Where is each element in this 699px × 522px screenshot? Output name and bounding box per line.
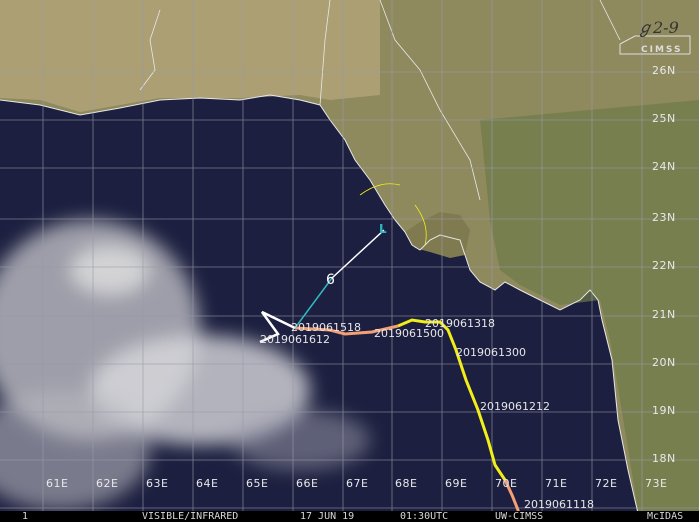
latitude-label: 25N bbox=[652, 112, 676, 125]
cloud-mass bbox=[0, 220, 370, 510]
kathiawar bbox=[405, 212, 470, 258]
border-lines bbox=[139, 0, 621, 201]
latitude-label: 22N bbox=[652, 259, 676, 272]
forecast-track-cyan bbox=[294, 277, 333, 329]
latitude-label: 23N bbox=[652, 211, 676, 224]
longitude-label: 64E bbox=[196, 477, 219, 490]
svg-text:CIMSS: CIMSS bbox=[641, 45, 682, 55]
track-label: 2019061212 bbox=[480, 400, 550, 413]
software-label: McIDAS bbox=[647, 511, 684, 522]
land-desert bbox=[0, 0, 380, 112]
longitude-label: 61E bbox=[46, 477, 69, 490]
forecast-track-white bbox=[331, 229, 385, 279]
longitude-label: 71E bbox=[545, 477, 568, 490]
svg-text:ℊ2-9: ℊ2-9 bbox=[637, 18, 679, 37]
latitude-label: 26N bbox=[652, 64, 676, 77]
cimss-logo: ℊ2-9 CIMSS bbox=[615, 8, 695, 56]
longitude-label: 69E bbox=[445, 477, 468, 490]
time-label: 01:30UTC bbox=[400, 511, 449, 522]
longitude-label: 68E bbox=[395, 477, 418, 490]
latitude-label: 21N bbox=[652, 308, 676, 321]
yellow-arc bbox=[359, 183, 427, 246]
track-white bbox=[259, 310, 296, 344]
dissipation-symbol-icon: L bbox=[379, 222, 387, 236]
longitude-label: 70E bbox=[495, 477, 518, 490]
longitude-label: 62E bbox=[96, 477, 119, 490]
longitude-label: 73E bbox=[645, 477, 668, 490]
track-label: 2019061500 bbox=[374, 327, 444, 340]
track-label: 2019061118 bbox=[524, 498, 594, 511]
track-label: 2019061612 bbox=[260, 333, 330, 346]
longitude-label: 65E bbox=[246, 477, 269, 490]
track-label: 2019061518 bbox=[291, 321, 361, 334]
channel-label: VISIBLE/INFRARED bbox=[142, 511, 239, 522]
date-label: 17 JUN 19 bbox=[300, 511, 355, 522]
latitude-label: 19N bbox=[652, 404, 676, 417]
longitude-label: 66E bbox=[296, 477, 319, 490]
frame-number: 1 bbox=[22, 511, 29, 522]
track-yellow bbox=[397, 318, 507, 481]
track-label: 2019061318 bbox=[425, 317, 495, 330]
storm-symbol-icon: 6 bbox=[326, 272, 335, 288]
latitude-label: 18N bbox=[652, 452, 676, 465]
longitude-label: 72E bbox=[595, 477, 618, 490]
track-orange-west bbox=[294, 324, 399, 336]
longitude-label: 67E bbox=[346, 477, 369, 490]
latitude-label: 24N bbox=[652, 160, 676, 173]
land-green bbox=[480, 100, 699, 522]
longitude-label: 63E bbox=[146, 477, 169, 490]
status-bar: 1 VISIBLE/INFRARED 17 JUN 19 01:30UTC UW… bbox=[0, 511, 699, 522]
latitude-label: 20N bbox=[652, 356, 676, 369]
source-label: UW-CIMSS bbox=[495, 511, 544, 522]
lat-lon-grid bbox=[0, 0, 699, 511]
track-label: 2019061300 bbox=[456, 346, 526, 359]
